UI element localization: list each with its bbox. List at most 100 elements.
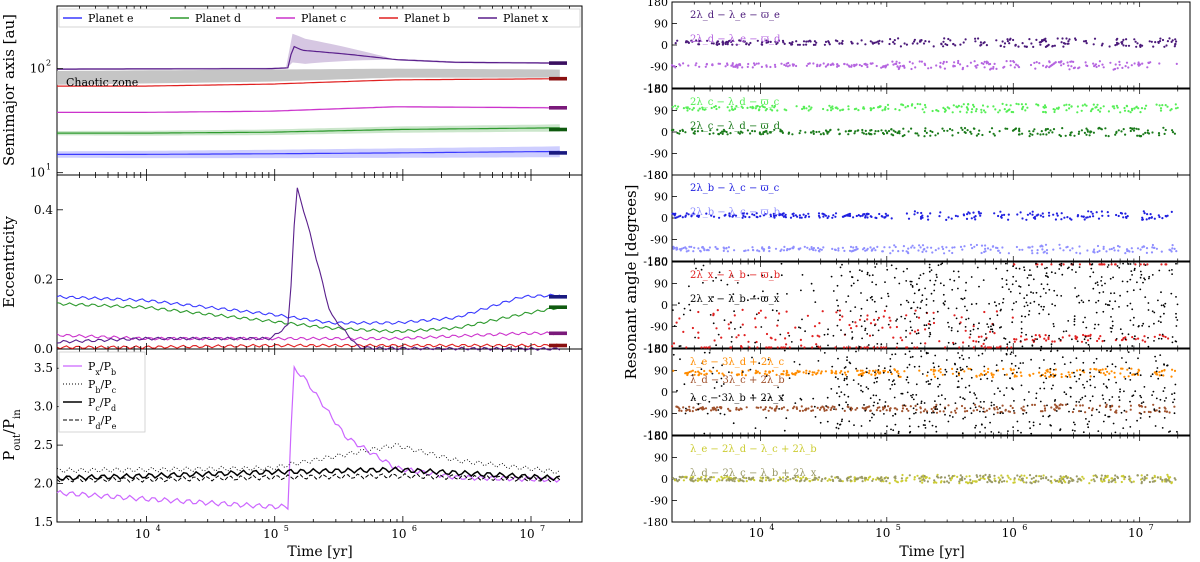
- resonant-point: [993, 413, 995, 416]
- resonant-point: [680, 409, 683, 412]
- resonant-point: [1015, 375, 1018, 378]
- resonant-point: [837, 128, 840, 131]
- resonant-point: [1068, 373, 1071, 376]
- resonant-point: [1008, 38, 1012, 41]
- resonant-point: [1013, 477, 1016, 480]
- resonant-point: [995, 369, 998, 372]
- resonant-point: [905, 212, 909, 215]
- resonant-point: [1174, 42, 1177, 46]
- resonant-point: [747, 274, 750, 277]
- resonant-point: [989, 317, 991, 320]
- resonant-point: [919, 217, 923, 220]
- resonant-point: [1047, 415, 1050, 418]
- resonant-point: [1049, 480, 1052, 483]
- resonant-point: [791, 133, 794, 136]
- resonant-point: [792, 212, 795, 215]
- resonant-point: [1095, 311, 1098, 314]
- resonant-point: [782, 479, 785, 482]
- resonant-ytick-label: 180: [647, 343, 668, 356]
- resonant-point: [1019, 362, 1022, 364]
- resonant-point: [1108, 248, 1111, 251]
- resonant-point: [716, 309, 719, 312]
- resonant-point: [796, 215, 799, 218]
- resonant-point: [914, 106, 917, 109]
- resonant-point: [696, 479, 700, 482]
- resonant-point: [1175, 316, 1177, 319]
- resonant-point: [1089, 384, 1092, 387]
- resonant-point: [960, 369, 962, 371]
- chaotic-zone-label: Chaotic zone: [66, 76, 138, 89]
- resonant-point: [1025, 338, 1028, 341]
- resonant-point: [747, 62, 750, 66]
- resonant-point: [1040, 345, 1043, 348]
- resonant-point: [830, 371, 834, 374]
- resonant-point: [909, 280, 912, 283]
- resonant-point: [971, 108, 974, 111]
- resonant-point: [939, 371, 942, 374]
- resonant-point: [756, 346, 759, 349]
- resonant-point: [1163, 364, 1165, 366]
- resonant-point: [1041, 39, 1044, 42]
- resonant-point: [921, 299, 923, 302]
- resonant-point: [734, 476, 738, 479]
- resonant-point: [924, 40, 927, 43]
- resonant-point: [1013, 338, 1016, 341]
- resonant-point: [1173, 45, 1176, 48]
- resonant-point: [891, 380, 894, 383]
- resonant-point: [858, 269, 861, 271]
- resonant-point: [1081, 475, 1084, 478]
- resonant-point: [990, 67, 993, 70]
- resonant-point: [725, 130, 728, 134]
- resonant-point: [1148, 277, 1150, 280]
- resonant-point: [1013, 66, 1016, 69]
- resonant-point: [1003, 394, 1005, 397]
- resonant-point: [830, 275, 833, 278]
- resonant-point: [1130, 270, 1133, 272]
- resonant-point: [684, 215, 687, 218]
- resonant-point: [1117, 129, 1120, 132]
- resonant-point: [1007, 218, 1010, 221]
- resonant-point: [893, 39, 896, 42]
- resonant-point: [970, 132, 973, 135]
- resonant-point: [1062, 249, 1065, 252]
- resonant-point: [963, 477, 966, 480]
- resonant-point: [1174, 340, 1177, 342]
- resonant-point: [999, 412, 1002, 415]
- resonant-point: [945, 370, 948, 373]
- resonant-point: [874, 369, 877, 372]
- resonant-point: [1051, 131, 1054, 134]
- resonant-point: [802, 476, 805, 479]
- resonant-point: [700, 268, 703, 271]
- resonant-point: [868, 274, 871, 277]
- resonant-point: [1173, 412, 1176, 415]
- resonant-point: [690, 245, 693, 248]
- resonant-point: [1118, 405, 1121, 408]
- resonant-point: [1066, 216, 1069, 219]
- resonant-point: [929, 279, 932, 282]
- resonant-point: [1097, 64, 1100, 67]
- resonant-point: [804, 131, 807, 134]
- resonant-point: [799, 327, 802, 329]
- resonant-point: [712, 322, 715, 325]
- resonant-point: [1141, 324, 1144, 327]
- resonant-point: [1165, 397, 1167, 399]
- resonant-point: [988, 479, 991, 482]
- resonant-point: [742, 40, 745, 43]
- resonant-point: [1085, 104, 1088, 107]
- resonant-point: [1003, 337, 1005, 340]
- resonant-point: [816, 334, 819, 337]
- resonant-point: [870, 129, 873, 132]
- resonant-point: [814, 476, 817, 480]
- resonant-point: [1025, 301, 1028, 304]
- resonant-point: [1033, 300, 1036, 303]
- resonant-point: [989, 248, 992, 251]
- resonant-point: [884, 281, 886, 283]
- resonant-point: [855, 346, 858, 349]
- resonant-point: [926, 374, 929, 377]
- resonant-point: [1091, 107, 1094, 110]
- resonant-point: [809, 131, 813, 134]
- resonant-point: [824, 129, 828, 132]
- resonant-point: [963, 297, 966, 300]
- resonant-point: [895, 320, 897, 322]
- resonant-point: [969, 391, 971, 394]
